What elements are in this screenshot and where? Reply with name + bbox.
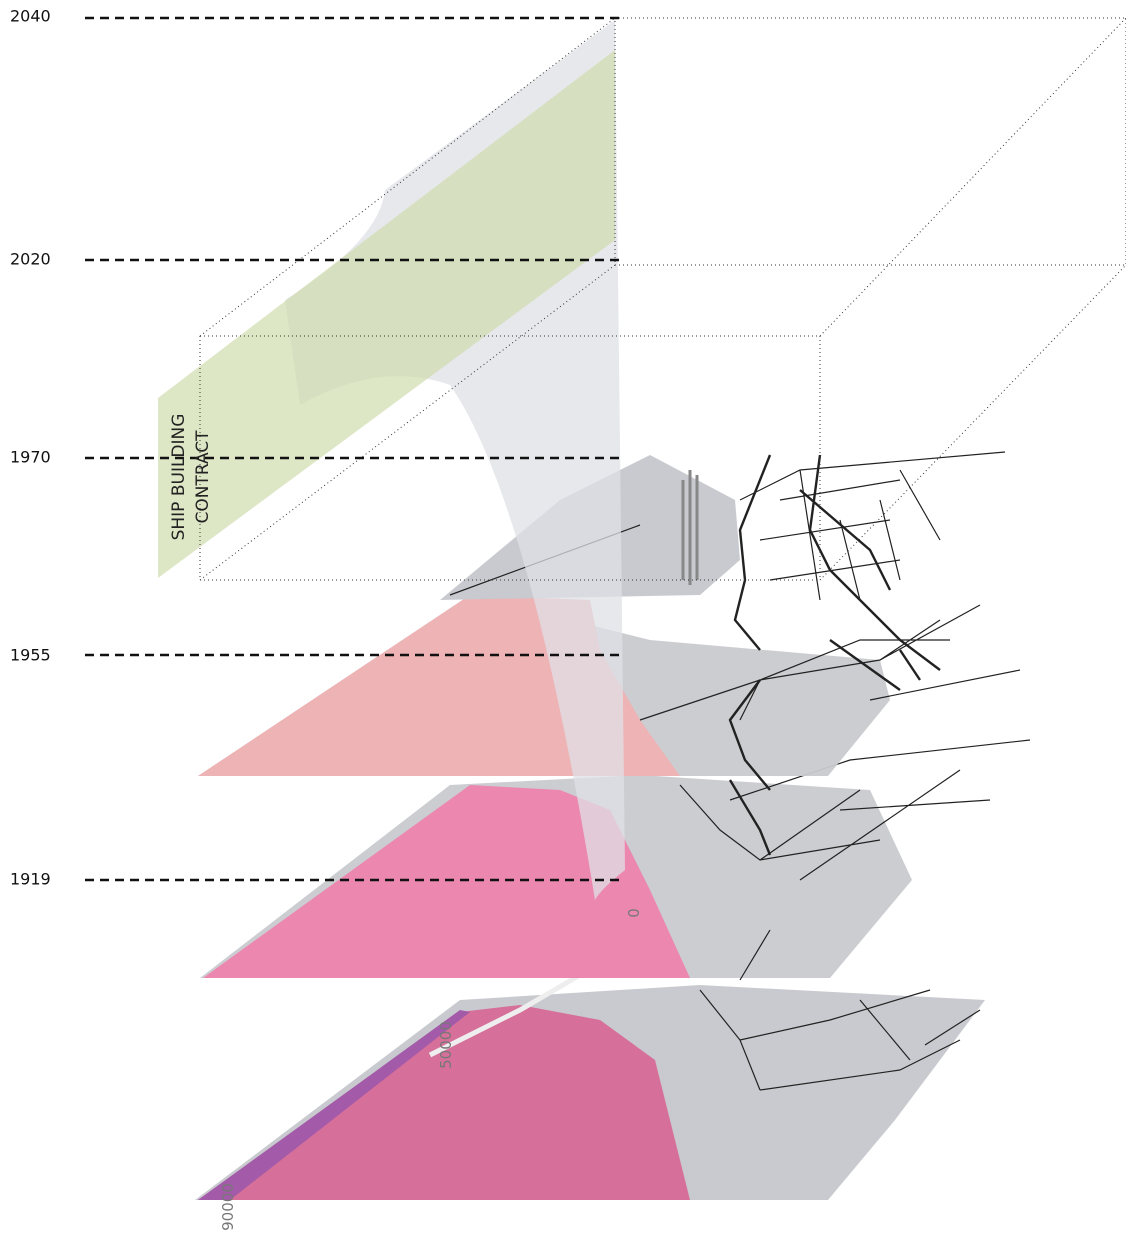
- year-label: 1970: [10, 448, 51, 467]
- annotation: CONTRACT: [193, 430, 213, 524]
- annotation: SHIP BUILDING: [169, 414, 189, 541]
- scale-label: 50000: [437, 1021, 455, 1069]
- year-label: 2040: [10, 7, 51, 26]
- scale-label: 0: [625, 908, 643, 918]
- year-label: 2020: [10, 250, 51, 269]
- year-label: 1955: [10, 646, 51, 665]
- diagram: 2040 2020 1970 1955 1919 SHIP BUILDING C…: [0, 0, 1126, 1234]
- scale-label: 90000: [219, 1183, 237, 1231]
- year-label: 1919: [10, 870, 51, 889]
